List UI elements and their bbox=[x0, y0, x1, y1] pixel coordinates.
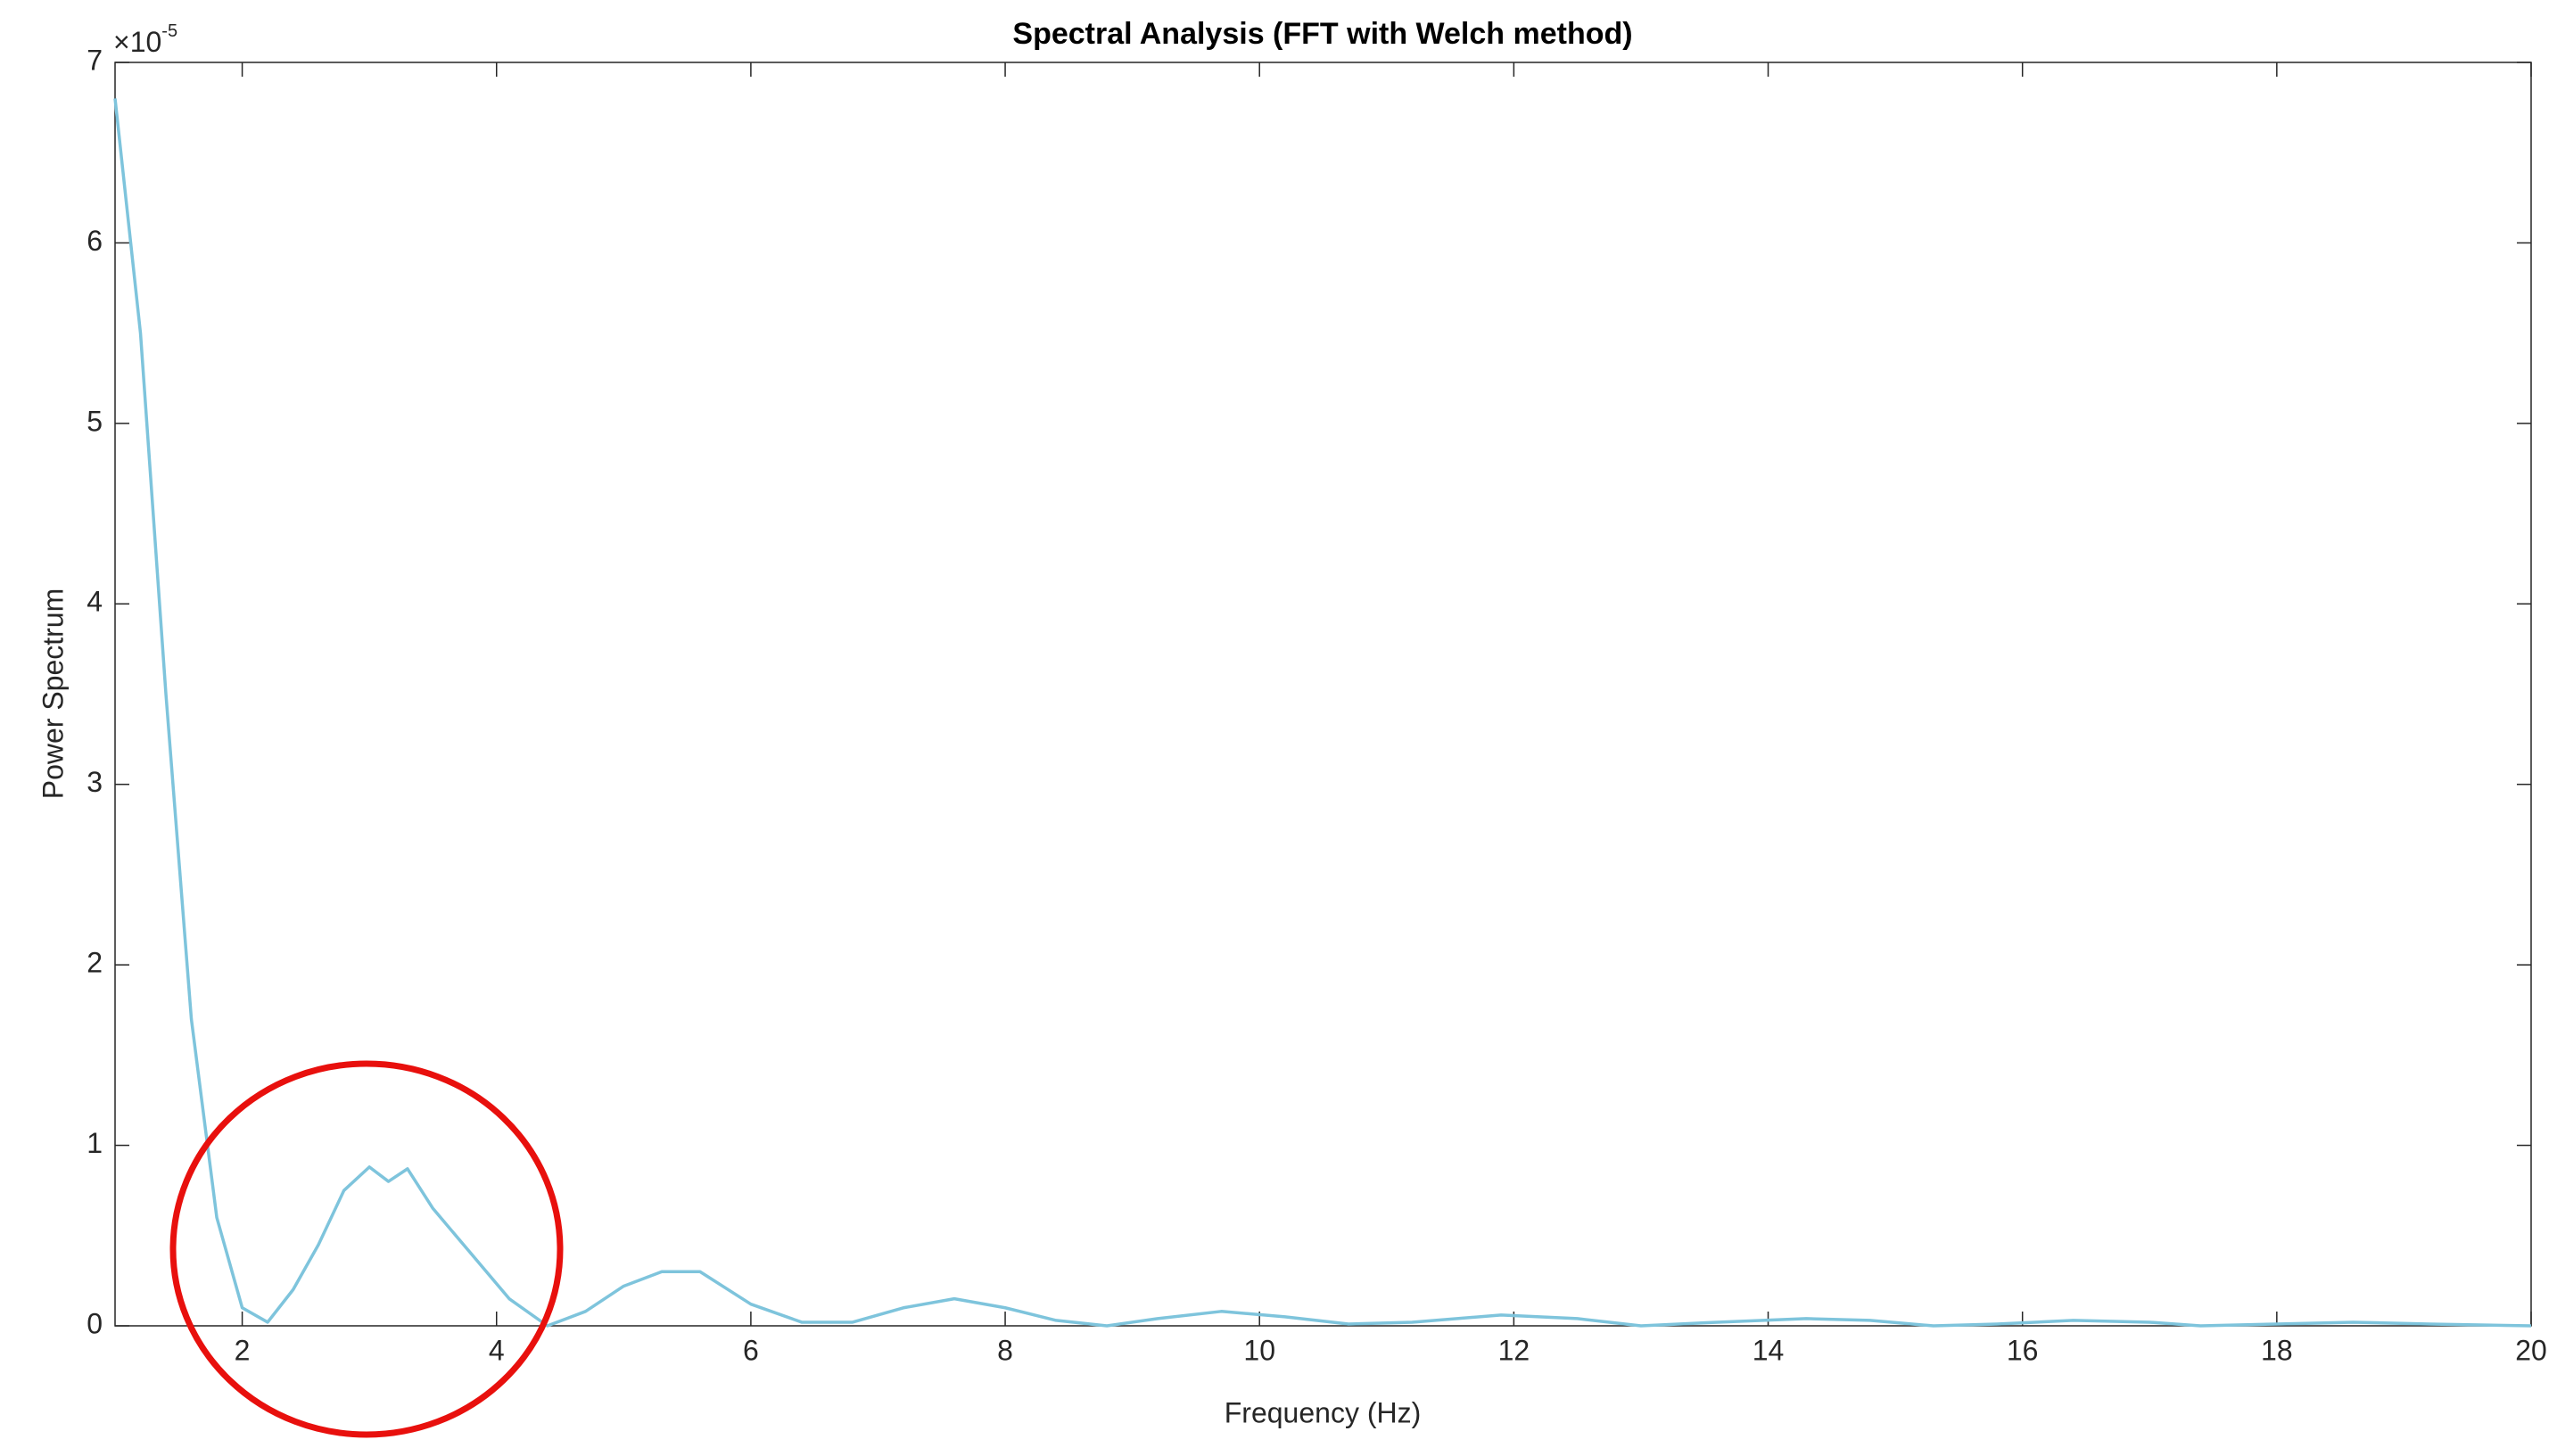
x-tick-label: 12 bbox=[1498, 1334, 1530, 1366]
x-axis-label: Frequency (Hz) bbox=[1225, 1396, 1422, 1428]
x-tick-label: 14 bbox=[1753, 1334, 1785, 1366]
y-tick-label: 2 bbox=[87, 947, 103, 979]
y-tick-label: 3 bbox=[87, 766, 103, 798]
x-tick-label: 4 bbox=[489, 1334, 505, 1366]
axes-box bbox=[114, 62, 2532, 1327]
y-tick-label: 4 bbox=[87, 586, 103, 618]
y-multiplier-exponent: -5 bbox=[161, 21, 177, 41]
x-tick-label: 16 bbox=[2007, 1334, 2039, 1366]
y-tick-label: 7 bbox=[87, 44, 103, 76]
chart-title: Spectral Analysis (FFT with Welch method… bbox=[1012, 17, 1632, 51]
y-axis-label: Power Spectrum bbox=[37, 588, 69, 800]
highlight-circle bbox=[169, 1060, 564, 1438]
y-tick-label: 5 bbox=[87, 405, 103, 437]
x-tick-label: 8 bbox=[997, 1334, 1013, 1366]
x-tick-label: 2 bbox=[235, 1334, 251, 1366]
x-tick-label: 6 bbox=[743, 1334, 759, 1366]
y-tick-label: 6 bbox=[87, 225, 103, 257]
y-multiplier: ×10-5 bbox=[113, 21, 177, 58]
data-line bbox=[113, 98, 2532, 1328]
x-tick-label: 20 bbox=[2515, 1334, 2547, 1366]
x-tick-label: 10 bbox=[1243, 1334, 1275, 1366]
y-tick-label: 1 bbox=[87, 1127, 103, 1159]
x-tick-label: 18 bbox=[2261, 1334, 2293, 1366]
y-tick-label: 0 bbox=[87, 1307, 103, 1339]
y-multiplier-base: ×10 bbox=[113, 26, 161, 58]
